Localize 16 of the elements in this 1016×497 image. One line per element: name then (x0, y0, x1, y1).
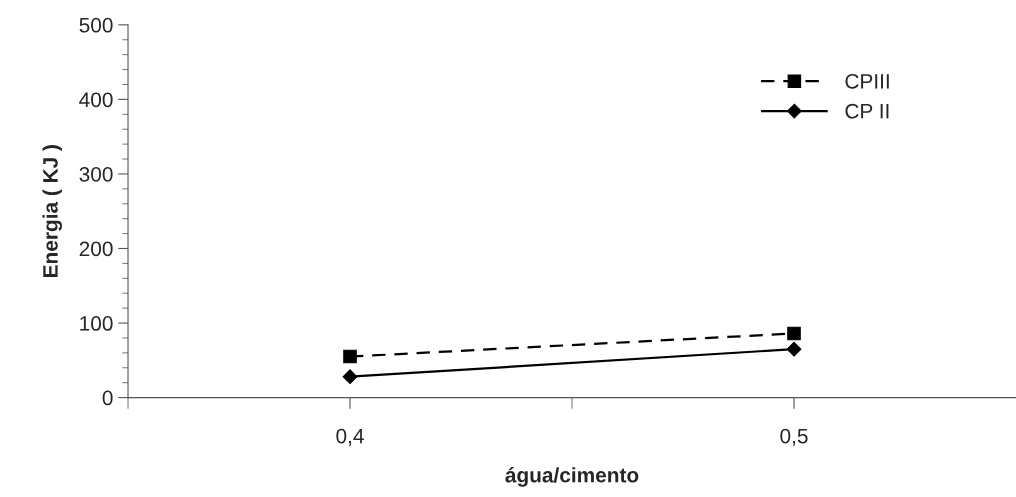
point (342, 369, 358, 385)
x-axis-title: água/cimento (505, 467, 639, 487)
legend-label: CP II (845, 103, 889, 119)
y-axis-title: Energia ( KJ ) (42, 145, 63, 277)
x-tick-label: 0,5 (780, 428, 808, 446)
y-tick-label: 0 (102, 390, 113, 406)
point (787, 326, 801, 341)
x-tick-label: 0,4 (336, 428, 364, 446)
y-tick-label: 400 (79, 92, 113, 108)
y-tick-label: 300 (79, 166, 113, 182)
point (786, 341, 802, 357)
point (343, 349, 357, 364)
y-tick-label: 500 (79, 17, 113, 33)
legend-label: CPIII (845, 73, 889, 89)
y-tick-label: 100 (80, 316, 113, 331)
y-tick-label: 200 (79, 241, 113, 257)
